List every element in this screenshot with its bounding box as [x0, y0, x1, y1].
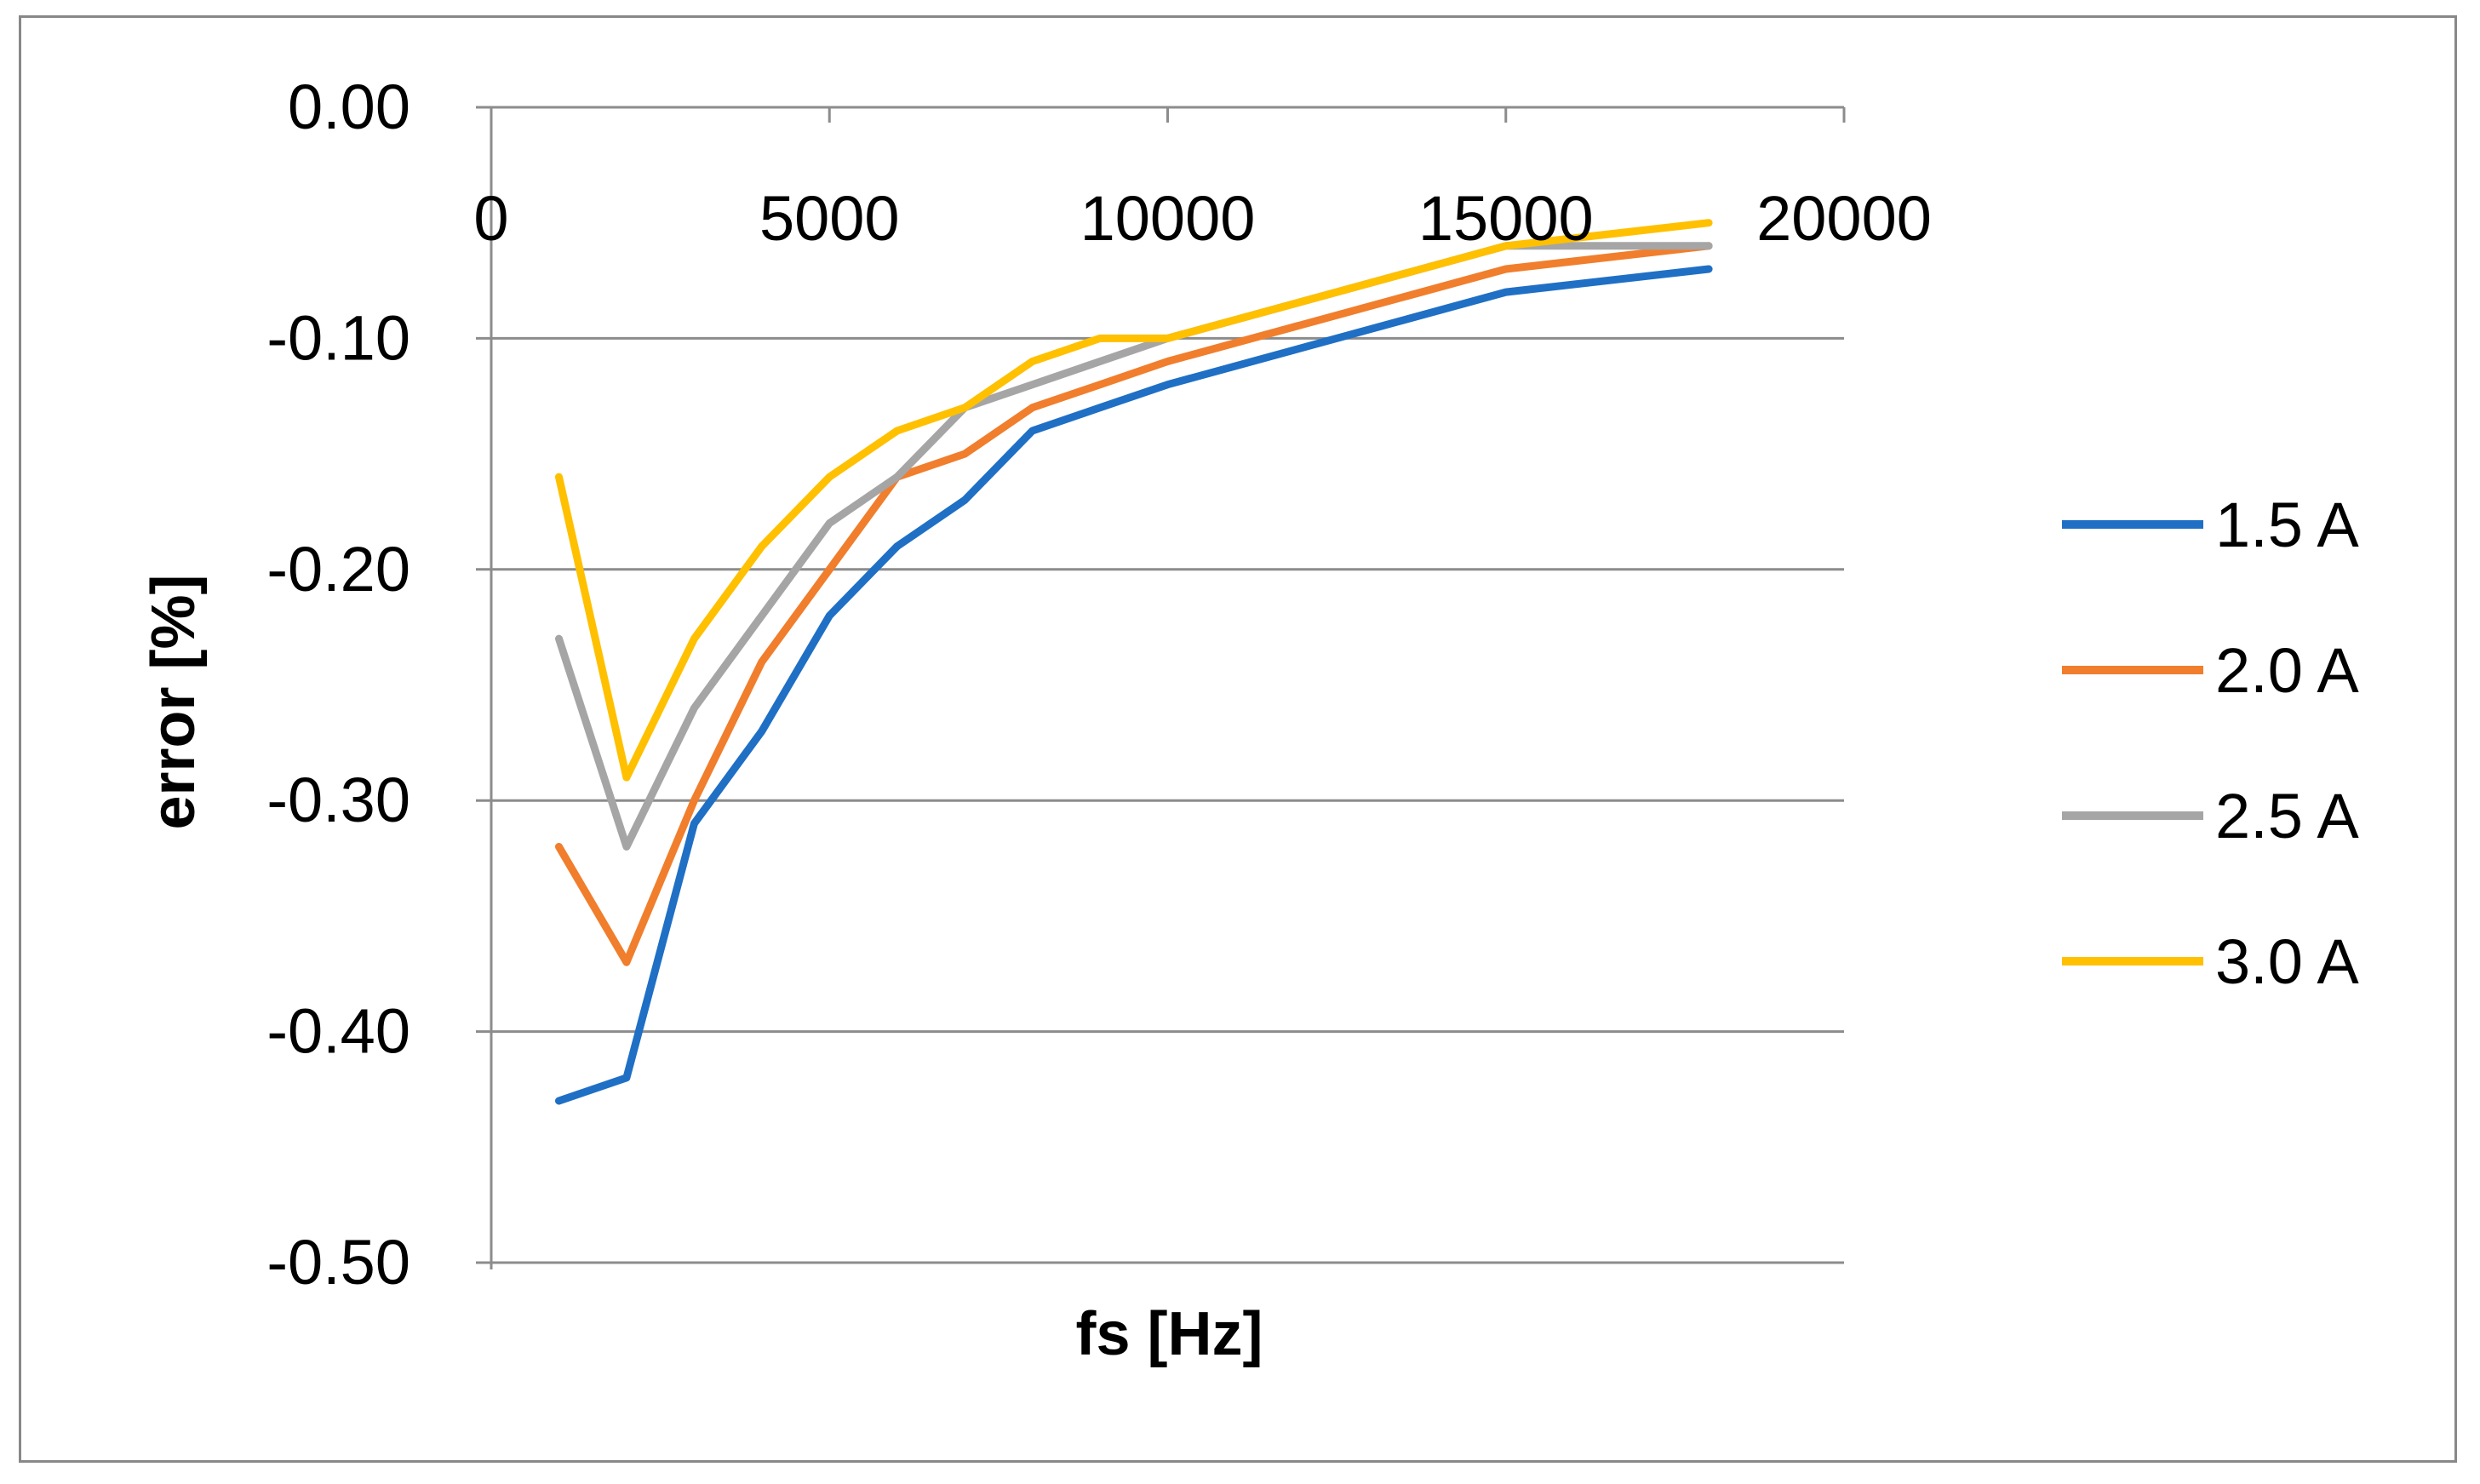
- series-line-1: [555, 265, 1713, 1105]
- y-tick-label: -0.50: [266, 1227, 410, 1298]
- x-tick-label: 10000: [1080, 183, 1256, 254]
- gridlines: [476, 336, 1844, 1264]
- y-tick-label: 0.00: [288, 72, 410, 142]
- x-tick-label: 15000: [1418, 183, 1594, 254]
- legend-label-1: 1.5 A: [2215, 490, 2359, 560]
- x-tick-label: 5000: [759, 183, 900, 254]
- legend-label-3: 2.5 A: [2215, 781, 2359, 851]
- legend: 1.5 A 2.0 A 2.5 A 3.0 A: [2062, 490, 2359, 997]
- y-tick-label: -0.30: [266, 765, 410, 835]
- y-tick-label: -0.10: [266, 302, 410, 373]
- legend-label-2: 2.0 A: [2215, 635, 2359, 706]
- legend-label-4: 3.0 A: [2215, 926, 2359, 997]
- x-tick-label: 0: [473, 183, 508, 254]
- axes: [476, 106, 1846, 1269]
- series-line-2: [555, 242, 1713, 966]
- y-tick-label: -0.20: [266, 534, 410, 604]
- y-tick-label: -0.40: [266, 996, 410, 1067]
- y-tick-labels: 0.00 -0.10 -0.20 -0.30 -0.40 -0.50: [266, 72, 410, 1298]
- x-axis-title: fs [Hz]: [1076, 1300, 1263, 1368]
- x-tick-labels: 0 5000 10000 15000 20000: [473, 183, 1931, 254]
- y-axis-title: error [%]: [140, 574, 208, 829]
- chart-frame: [19, 15, 2457, 1463]
- series-line-4: [555, 219, 1713, 782]
- series-lines: [555, 219, 1713, 1105]
- x-tick-label: 20000: [1756, 183, 1932, 254]
